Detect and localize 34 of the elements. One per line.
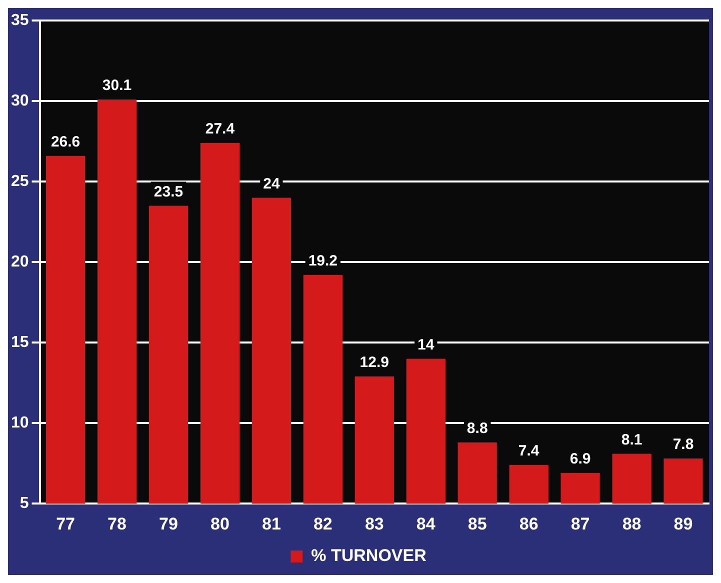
data-label: 30.1 (102, 77, 132, 94)
x-tick-label: 84 (416, 514, 436, 534)
data-label: 23.5 (154, 183, 184, 200)
data-label: 14 (418, 336, 435, 354)
x-tick-label: 85 (468, 514, 487, 534)
x-tick-label: 78 (108, 514, 126, 534)
x-tick-label: 79 (159, 514, 178, 534)
legend-label: % TURNOVER (311, 546, 426, 566)
y-tick-label: 15 (11, 334, 29, 352)
x-tick-label: 88 (622, 514, 642, 534)
x-tick-label: 80 (210, 514, 230, 534)
data-label: 12.9 (360, 354, 389, 372)
x-tick-label: 82 (313, 514, 332, 534)
y-tick-label: 5 (20, 495, 29, 512)
data-label: 8.8 (466, 420, 488, 438)
data-label: 19.2 (308, 252, 338, 270)
y-tick-label: 35 (11, 12, 29, 30)
x-tick-label: 83 (364, 514, 384, 534)
y-tick-label: 20 (11, 254, 29, 271)
data-label: 6.9 (570, 450, 591, 468)
data-label: 7.4 (518, 442, 540, 460)
y-tick-label: 25 (11, 173, 29, 190)
x-tick-label: 86 (519, 514, 538, 534)
data-label: 27.4 (205, 120, 236, 138)
x-tick-label: 81 (262, 514, 281, 534)
x-tick-label: 89 (674, 514, 693, 534)
data-label: 24 (263, 175, 280, 192)
x-tick-label: 77 (56, 514, 75, 534)
data-label: 7.8 (672, 436, 694, 454)
y-tick-label: 10 (11, 414, 29, 432)
data-label: 8.1 (621, 431, 642, 448)
y-tick-label: 30 (11, 92, 29, 110)
x-tick-label: 87 (570, 514, 590, 534)
data-label: 26.6 (50, 133, 80, 150)
